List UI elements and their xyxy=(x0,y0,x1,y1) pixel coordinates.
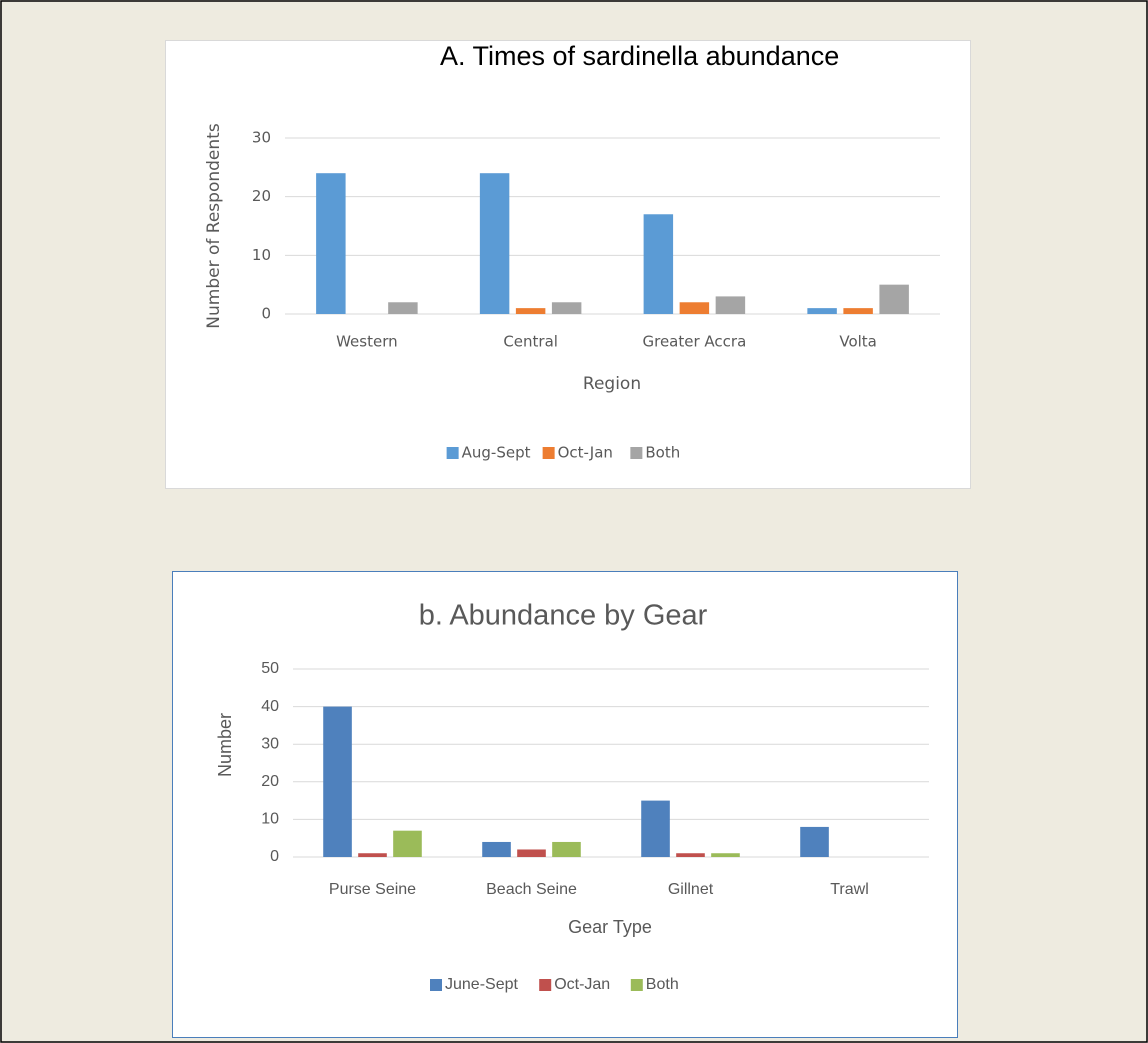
bar xyxy=(643,214,674,314)
x-tick-label: Volta xyxy=(839,333,877,351)
chart-a-box xyxy=(165,40,971,489)
bar xyxy=(676,853,705,857)
bar xyxy=(393,830,422,857)
x-tick-label: Western xyxy=(336,333,398,351)
bar xyxy=(517,849,546,857)
y-axis-label: Number of Respondents xyxy=(204,123,224,329)
bar xyxy=(388,302,418,314)
legend-label: June-Sept xyxy=(445,976,518,993)
bar xyxy=(323,706,352,857)
y-tick-label: 30 xyxy=(252,129,271,147)
y-tick-label: 30 xyxy=(261,735,279,752)
legend-swatch xyxy=(542,447,555,459)
bar xyxy=(800,826,829,857)
y-tick-label: 0 xyxy=(270,848,279,865)
x-tick-label: Gillnet xyxy=(668,881,714,898)
x-tick-label: Trawl xyxy=(830,881,869,898)
x-axis-label: Gear Type xyxy=(568,917,652,937)
bar xyxy=(843,308,873,314)
legend-swatch xyxy=(446,447,459,459)
bar xyxy=(358,853,387,857)
legend-label: Oct-Jan xyxy=(558,444,613,462)
bar xyxy=(515,308,546,314)
legend-swatch xyxy=(430,979,442,991)
y-tick-label: 50 xyxy=(261,660,279,677)
y-tick-label: 20 xyxy=(261,773,279,790)
x-tick-label: Beach Seine xyxy=(486,881,577,898)
chart-title: A. Times of sardinella abundance xyxy=(440,41,839,71)
y-axis-label: Number xyxy=(215,713,235,777)
bar xyxy=(807,308,837,314)
legend-label: Both xyxy=(646,976,679,993)
chart-title: b. Abundance by Gear xyxy=(419,600,708,632)
bar xyxy=(482,841,511,857)
y-tick-label: 10 xyxy=(261,811,279,828)
legend-label: Both xyxy=(645,444,680,462)
bar xyxy=(316,173,346,314)
bar xyxy=(551,302,582,314)
y-tick-label: 0 xyxy=(261,305,271,323)
bar xyxy=(879,284,909,314)
y-tick-label: 10 xyxy=(252,246,271,264)
chart-b-box xyxy=(172,571,958,1038)
y-tick-label: 20 xyxy=(252,187,271,205)
x-tick-label: Purse Seine xyxy=(329,881,416,898)
x-axis-label: Region xyxy=(583,374,641,394)
x-tick-label: Greater Accra xyxy=(642,333,746,351)
bar xyxy=(711,853,740,857)
x-tick-label: Central xyxy=(503,333,558,351)
bar xyxy=(479,173,510,314)
bar xyxy=(552,841,581,857)
legend-label: Oct-Jan xyxy=(554,976,610,993)
bar xyxy=(641,800,670,857)
y-tick-label: 40 xyxy=(261,698,279,715)
legend-swatch xyxy=(630,979,643,991)
legend-swatch xyxy=(630,447,643,459)
legend-label: Aug-Sept xyxy=(462,444,531,462)
legend-swatch xyxy=(539,979,552,991)
bar xyxy=(679,302,710,314)
bar xyxy=(715,296,746,314)
